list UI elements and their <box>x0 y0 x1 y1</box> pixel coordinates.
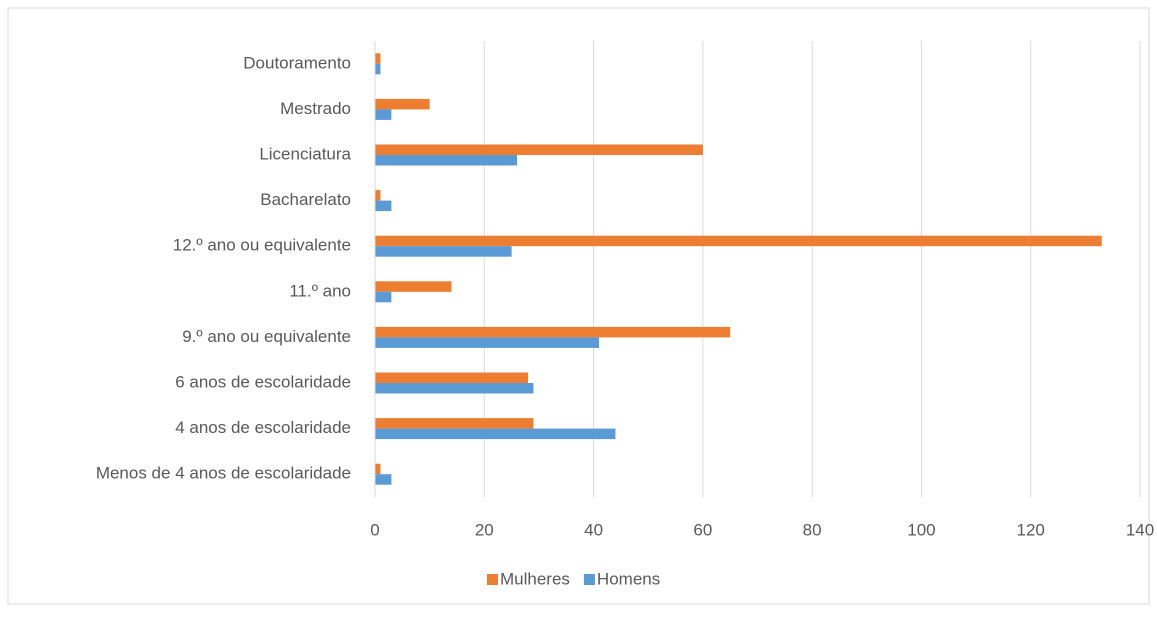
bar <box>375 190 381 201</box>
legend-label: Mulheres <box>500 569 570 588</box>
bar <box>375 428 616 440</box>
x-tick-label: 140 <box>1126 520 1154 539</box>
x-tick-label: 0 <box>370 520 379 539</box>
bar <box>375 418 534 429</box>
bar <box>375 474 392 485</box>
bar <box>375 337 600 348</box>
bar <box>375 63 381 75</box>
bar <box>375 463 381 475</box>
y-tick-label: Licenciatura <box>259 144 351 163</box>
y-tick-label: 6 anos de escolaridade <box>175 372 351 391</box>
x-tick-label: 120 <box>1017 520 1045 539</box>
x-tick-label: 40 <box>584 520 603 539</box>
bar <box>375 200 392 212</box>
chart-border <box>7 7 1150 605</box>
bar <box>375 109 392 120</box>
legend-label: Homens <box>597 569 660 588</box>
y-tick-label: Mestrado <box>280 99 351 118</box>
bar <box>375 235 1102 247</box>
x-tick-label: 60 <box>693 520 712 539</box>
legend-swatch <box>583 574 595 585</box>
y-tick-label: Doutoramento <box>243 53 351 72</box>
y-tick-label: 12.º ano ou equivalente <box>173 236 351 255</box>
bar <box>375 281 452 292</box>
y-tick-label: Bacharelato <box>260 190 351 209</box>
bar <box>375 246 512 257</box>
bar <box>375 383 534 394</box>
legend-swatch <box>487 574 498 585</box>
bar <box>375 144 703 155</box>
bar <box>375 53 381 64</box>
x-tick-label: 100 <box>907 520 935 539</box>
bar <box>375 372 528 383</box>
x-tick-label: 20 <box>475 520 494 539</box>
x-tick-label: 80 <box>803 520 822 539</box>
y-tick-label: Menos de 4 anos de escolaridade <box>96 464 351 483</box>
y-tick-label: 11.º ano <box>289 281 351 300</box>
bar <box>375 155 518 166</box>
bar <box>375 291 392 303</box>
bar <box>375 98 430 110</box>
bar <box>375 326 731 338</box>
y-tick-label: 9.º ano ou equivalente <box>182 327 351 346</box>
y-tick-label: 4 anos de escolaridade <box>175 418 351 437</box>
